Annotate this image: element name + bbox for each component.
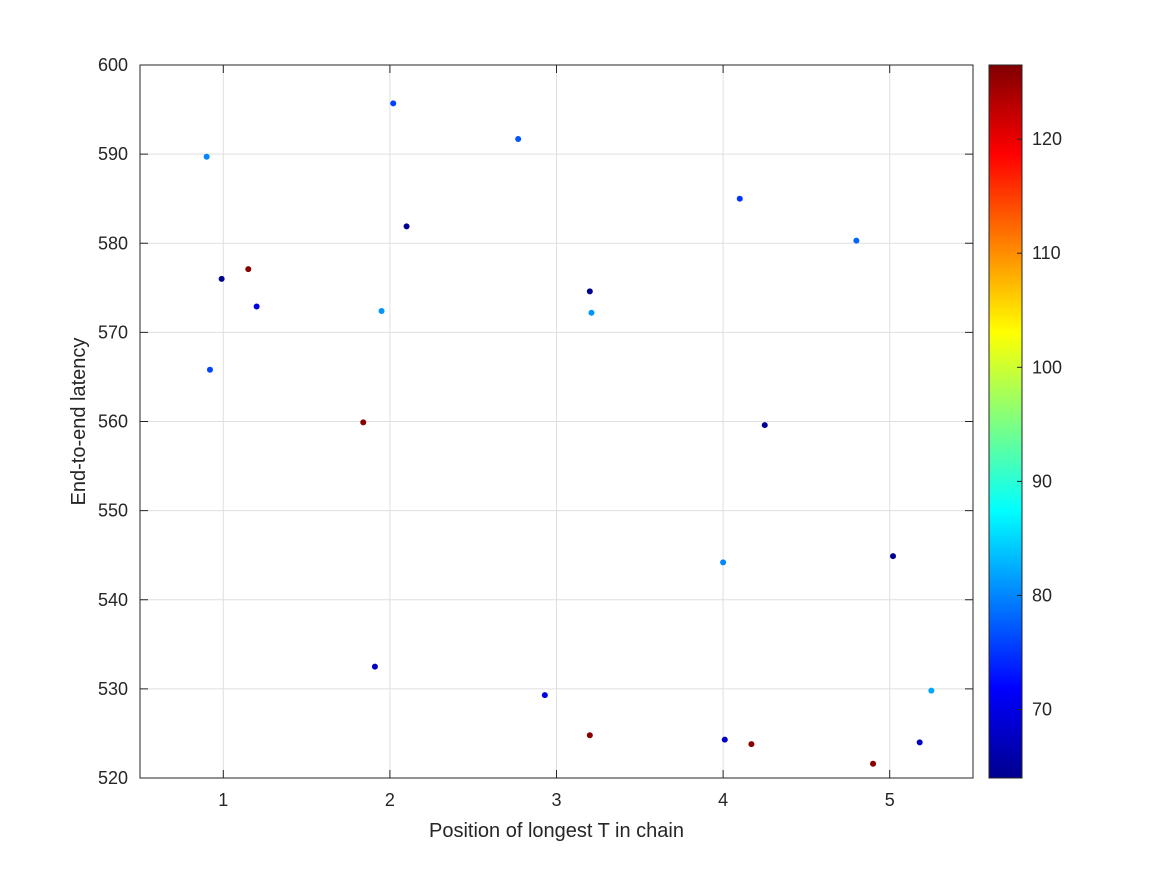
data-point (586, 288, 593, 295)
data-point (206, 366, 213, 373)
data-point (203, 153, 210, 160)
colorbar-ticks: 70 80 90 100 110 120 (1017, 129, 1062, 720)
data-point (890, 553, 897, 560)
y-tick-label: 550 (98, 501, 128, 521)
x-tick-label: 3 (551, 790, 561, 810)
y-axis-ticks: 520 530 540 550 560 570 580 590 600 (98, 55, 973, 788)
data-point (245, 266, 252, 273)
colorbar-tick-label: 90 (1032, 471, 1052, 491)
colorbar-tick-label: 100 (1032, 357, 1062, 377)
data-point (761, 422, 768, 429)
colorbar-tick-label: 110 (1032, 243, 1061, 263)
colorbar-tick-label: 80 (1032, 585, 1052, 605)
x-axis-label: Position of longest T in chain (429, 820, 684, 842)
y-tick-label: 590 (98, 144, 128, 164)
data-point (218, 275, 225, 282)
y-tick-label: 600 (98, 55, 128, 75)
data-point (378, 307, 385, 314)
x-tick-label: 4 (718, 790, 728, 810)
x-tick-label: 1 (218, 790, 228, 810)
x-tick-label: 2 (385, 790, 395, 810)
data-point (253, 303, 260, 310)
x-axis-ticks: 1 2 3 4 5 (218, 65, 895, 810)
data-point (720, 559, 727, 566)
colorbar (988, 64, 1023, 779)
y-tick-label: 580 (98, 233, 128, 253)
data-point (403, 223, 410, 230)
data-point (853, 237, 860, 244)
y-tick-label: 560 (98, 412, 128, 432)
y-tick-label: 540 (98, 590, 128, 610)
data-point (541, 692, 548, 699)
data-point (515, 135, 522, 142)
data-point (870, 760, 877, 767)
x-tick-label: 5 (885, 790, 895, 810)
y-tick-label: 530 (98, 679, 128, 699)
grid (140, 64, 973, 779)
y-tick-label: 570 (98, 322, 128, 342)
data-point (371, 663, 378, 670)
y-axis-label: End-to-end latency (68, 338, 90, 506)
data-point (586, 732, 593, 739)
data-point (736, 195, 743, 202)
data-point (721, 736, 728, 743)
data-point (360, 419, 367, 426)
colorbar-tick-label: 70 (1032, 700, 1052, 720)
data-point (928, 687, 935, 694)
data-point (748, 741, 755, 748)
data-point (588, 309, 595, 316)
data-point (390, 100, 397, 107)
data-points (203, 100, 935, 767)
data-point (916, 739, 923, 746)
colorbar-tick-label: 120 (1032, 129, 1062, 149)
y-tick-label: 520 (98, 768, 128, 788)
